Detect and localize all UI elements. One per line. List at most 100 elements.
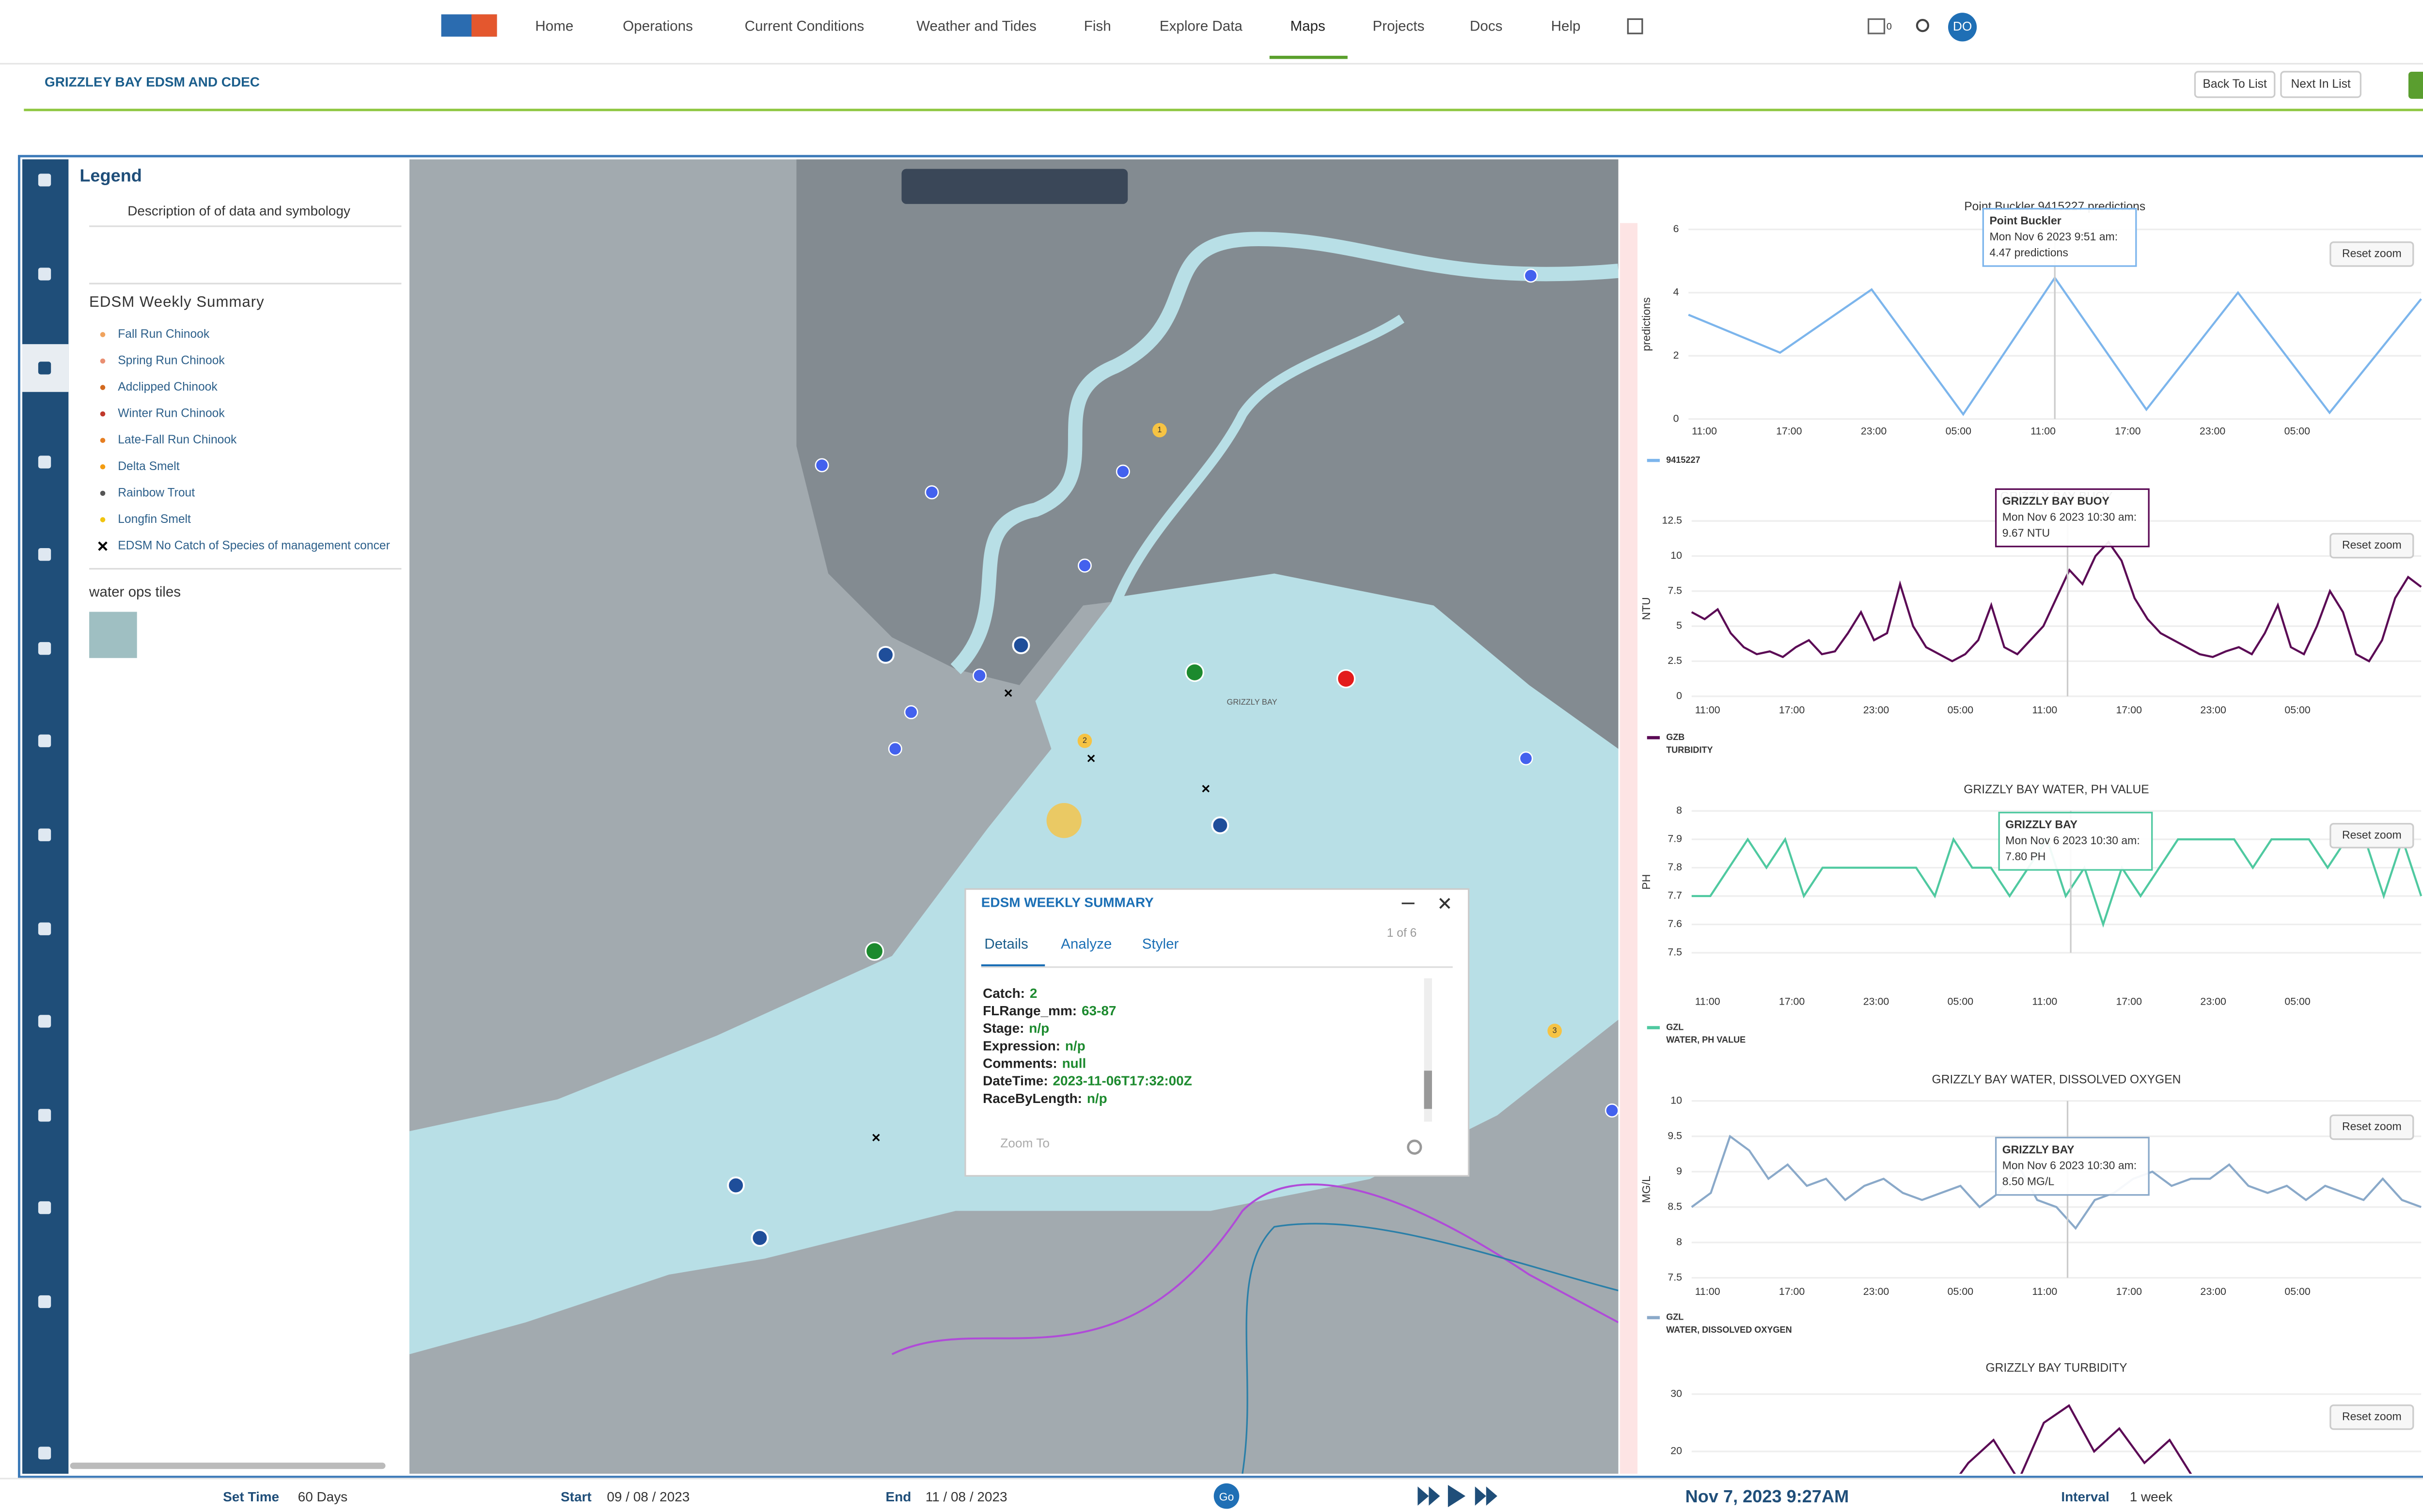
reset-zoom-button[interactable] — [2329, 1404, 2414, 1430]
popup-pager[interactable]: 1 of 6 — [1387, 927, 1417, 940]
nav-item[interactable]: Maps — [1290, 18, 1325, 34]
prev-button[interactable] — [1417, 1486, 1440, 1506]
noaa-marker[interactable] — [751, 1229, 769, 1247]
tool-icon[interactable] — [38, 362, 51, 375]
set-time-label: Set Time — [223, 1489, 279, 1504]
zoom-to[interactable]: Zoom To — [1000, 1135, 1050, 1150]
reset-zoom-label[interactable]: Reset zoom — [2342, 247, 2402, 259]
popup-tab[interactable]: Styler — [1142, 936, 1179, 952]
cluster-marker[interactable] — [1547, 1024, 1562, 1038]
gear-icon[interactable] — [1407, 1139, 1422, 1155]
reset-zoom-label[interactable]: Reset zoom — [2342, 1410, 2402, 1422]
nav-item[interactable]: Projects — [1373, 18, 1425, 34]
nav-item[interactable]: Help — [1551, 18, 1581, 34]
interval-select[interactable]: 1 week — [2130, 1489, 2173, 1504]
reset-zoom-label[interactable]: Reset zoom — [2342, 538, 2402, 551]
tool-icon[interactable] — [38, 548, 51, 561]
tool-icon[interactable] — [38, 1295, 51, 1308]
cluster-marker[interactable] — [1152, 423, 1167, 438]
y-tick-label: 2 — [1673, 349, 1679, 361]
search-icon[interactable] — [1916, 18, 1930, 32]
play-button[interactable] — [1448, 1485, 1466, 1508]
station-marker[interactable] — [1336, 669, 1356, 689]
station-marker[interactable] — [925, 485, 939, 500]
station-marker[interactable] — [865, 942, 884, 961]
tool-icon[interactable] — [38, 642, 51, 655]
noaa-marker[interactable] — [727, 1176, 745, 1195]
y-tick-label: 7.5 — [1668, 1271, 1682, 1283]
nav-item[interactable]: Current Conditions — [745, 18, 865, 34]
legend-symbol — [100, 438, 106, 443]
tool-icon[interactable] — [38, 1015, 51, 1028]
legend-label[interactable]: GZB — [1666, 732, 1684, 742]
next-label[interactable]: Next In List — [2291, 78, 2351, 91]
edit-icon[interactable] — [1627, 18, 1643, 34]
station-marker[interactable] — [904, 705, 918, 720]
reset-zoom-button[interactable] — [2329, 533, 2414, 559]
cluster-marker[interactable] — [1077, 733, 1092, 748]
cluster-marker[interactable] — [1046, 803, 1082, 838]
legend-description: Description of of data and symbology — [127, 204, 350, 219]
tool-icon[interactable] — [38, 734, 51, 747]
close-icon[interactable] — [1439, 898, 1450, 909]
tool-icon[interactable] — [38, 456, 51, 469]
start-date[interactable]: 09 / 08 / 2023 — [607, 1489, 690, 1504]
x-tick-label: 05:00 — [2284, 704, 2311, 716]
nav-item[interactable]: Docs — [1470, 18, 1502, 34]
station-marker[interactable] — [815, 458, 829, 472]
nav-item[interactable]: Fish — [1084, 18, 1111, 34]
legend-item: Winter Run Chinook — [118, 407, 225, 420]
tool-icon[interactable] — [38, 828, 51, 841]
noaa-marker[interactable] — [877, 646, 895, 664]
legend-label[interactable]: 9415227 — [1666, 455, 1700, 465]
layer-thumbnail[interactable] — [89, 612, 137, 658]
station-marker[interactable] — [888, 741, 902, 756]
legend-label[interactable]: GZL — [1666, 1022, 1684, 1032]
noaa-marker[interactable] — [1012, 636, 1030, 654]
set-time-select[interactable]: 60 Days — [298, 1489, 347, 1504]
cart-icon[interactable] — [1867, 18, 1886, 34]
reset-zoom-label[interactable]: Reset zoom — [2342, 1120, 2402, 1133]
station-marker[interactable] — [1077, 558, 1092, 573]
tooltip-line: 4.47 predictions — [1989, 246, 2068, 259]
reset-zoom-button[interactable] — [2329, 241, 2414, 267]
tool-icon[interactable] — [38, 268, 51, 281]
go-label[interactable]: Go — [1219, 1490, 1234, 1503]
popup-title: EDSM WEEKLY SUMMARY — [981, 895, 1154, 910]
nav-item[interactable]: Operations — [623, 18, 693, 34]
station-marker[interactable] — [1185, 662, 1204, 682]
noaa-marker[interactable] — [1211, 816, 1229, 835]
back-label[interactable]: Back To List — [2203, 78, 2267, 91]
station-marker[interactable] — [1524, 268, 1538, 283]
legend-symbol — [100, 464, 106, 470]
y-axis-label: PH — [1640, 874, 1652, 890]
station-marker[interactable] — [1605, 1103, 1619, 1118]
tool-icon[interactable] — [38, 1447, 51, 1460]
reset-zoom-button[interactable] — [2329, 823, 2414, 849]
station-marker[interactable] — [973, 668, 987, 683]
nav-item[interactable]: Home — [535, 18, 573, 34]
tool-icon[interactable] — [38, 1201, 51, 1214]
back-button[interactable] — [2194, 71, 2276, 98]
x-tick-label: 23:00 — [1863, 1286, 1889, 1297]
tool-icon[interactable] — [38, 922, 51, 935]
map-toolbar[interactable] — [901, 169, 1128, 204]
station-marker[interactable] — [1116, 464, 1130, 479]
y-axis-label: predictions — [1640, 297, 1652, 351]
avatar[interactable] — [1948, 13, 1977, 42]
end-date[interactable]: 11 / 08 / 2023 — [926, 1489, 1007, 1504]
nav-item[interactable]: Weather and Tides — [916, 18, 1037, 34]
tools-button[interactable] — [2408, 71, 2423, 99]
reset-zoom-button[interactable] — [2329, 1114, 2414, 1140]
tool-icon[interactable] — [38, 1109, 51, 1122]
next-button[interactable] — [2280, 71, 2361, 98]
nav-item[interactable]: Explore Data — [1160, 18, 1243, 34]
popup-tab[interactable]: Analyze — [1061, 936, 1112, 952]
map[interactable]: 1 2 3 GRIZZLY BAY — [409, 159, 1619, 1474]
tool-icon[interactable] — [38, 173, 51, 187]
legend-label[interactable]: GZL — [1666, 1312, 1684, 1322]
go-button[interactable] — [1213, 1483, 1240, 1509]
popup-tab[interactable]: Details — [984, 936, 1028, 952]
station-marker[interactable] — [1519, 751, 1533, 766]
reset-zoom-label[interactable]: Reset zoom — [2342, 828, 2402, 841]
